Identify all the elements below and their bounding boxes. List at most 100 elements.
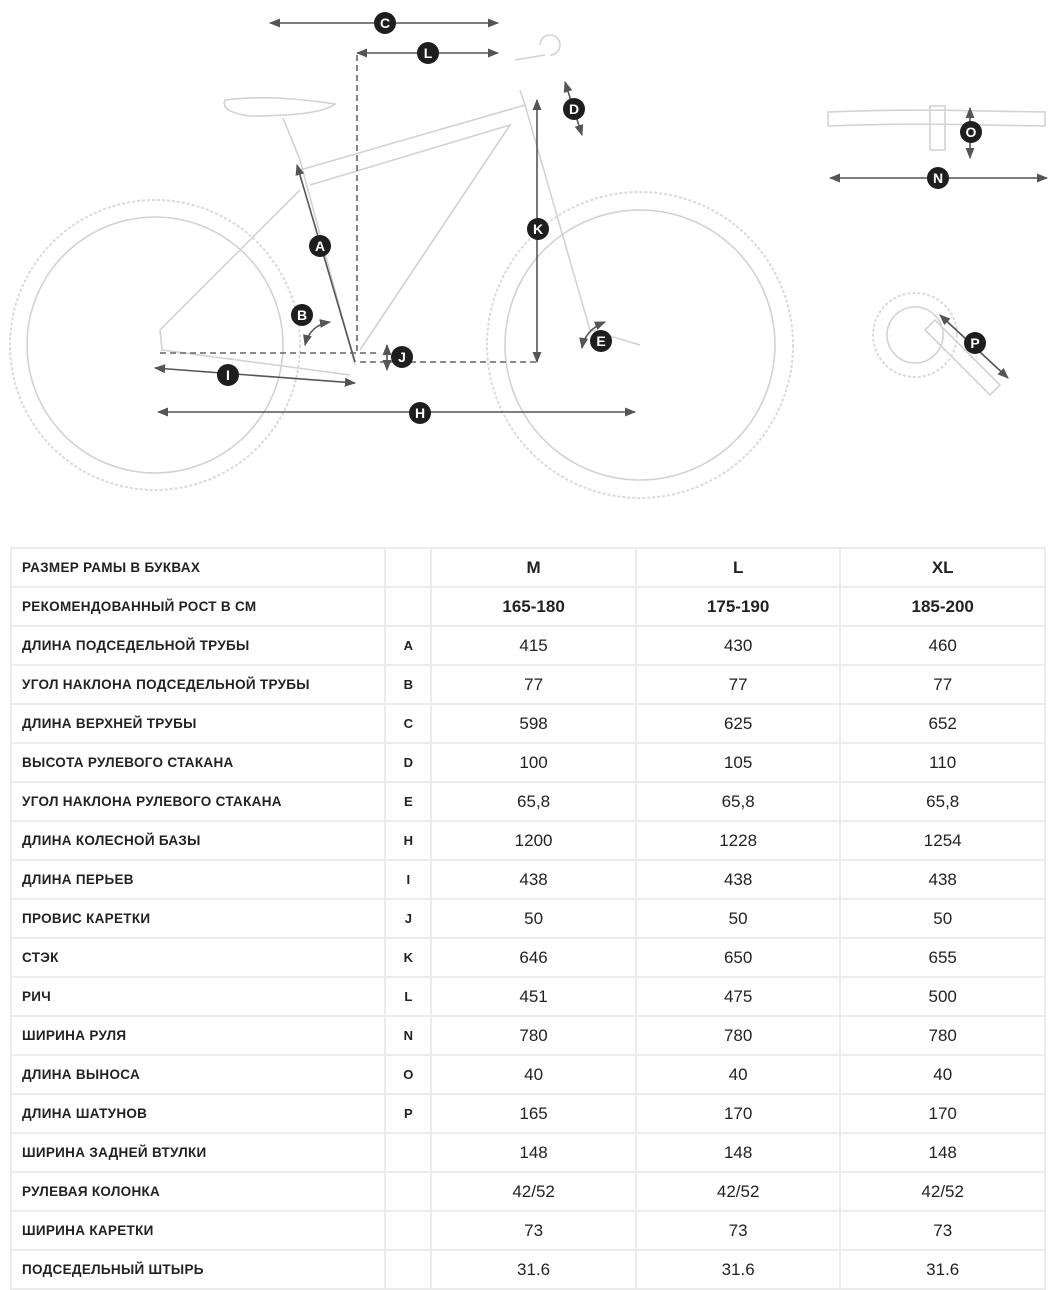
value-m: 165-180 [430,586,637,627]
value-l: 73 [634,1210,842,1251]
value-xl: 65,8 [839,781,1046,822]
row-label: СТЭК [9,937,387,978]
value-m: 40 [430,1054,637,1095]
table-row: ШИРИНА РУЛЯ N 780 780 780 [9,1015,1046,1056]
row-label: ШИРИНА ЗАДНЕЙ ВТУЛКИ [9,1132,387,1173]
svg-text:K: K [533,221,543,237]
value-l: L [634,547,842,588]
value-xl: 438 [839,859,1046,900]
table-row: СТЭК K 646 650 655 [9,937,1046,978]
value-m: 780 [430,1015,637,1056]
row-label: РИЧ [9,976,387,1017]
row-letter [384,1132,433,1173]
value-xl: 460 [839,625,1046,666]
value-l: 1228 [634,820,842,861]
value-m: 1200 [430,820,637,861]
svg-text:P: P [970,335,979,351]
row-label: ШИРИНА КАРЕТКИ [9,1210,387,1251]
value-m: 165 [430,1093,637,1134]
value-xl: 148 [839,1132,1046,1173]
table-row: РУЛЕВАЯ КОЛОНКА 42/52 42/52 42/52 [9,1171,1046,1212]
value-m: 50 [430,898,637,939]
table-row: УГОЛ НАКЛОНА ПОДСЕДЕЛЬНОЙ ТРУБЫ B 77 77 77 [9,664,1046,705]
row-label: ВЫСОТА РУЛЕВОГО СТАКАНА [9,742,387,783]
svg-text:E: E [596,333,605,349]
table-row: РАЗМЕР РАМЫ В БУКВАХ M L XL [9,547,1046,588]
value-m: 77 [430,664,637,705]
row-letter: B [384,664,433,705]
svg-text:L: L [424,45,433,61]
row-letter: E [384,781,433,822]
svg-text:N: N [933,170,943,186]
row-letter: J [384,898,433,939]
table-row: РЕКОМЕНДОВАННЫЙ РОСТ В СМ 165-180 175-190 1… [9,586,1046,627]
marker-c: C [374,12,396,34]
marker-i: I [217,364,239,386]
row-label: ДЛИНА КОЛЕСНОЙ БАЗЫ [9,820,387,861]
value-xl: 77 [839,664,1046,705]
table-row: РИЧ L 451 475 500 [9,976,1046,1017]
marker-b: B [291,304,313,326]
table-row: ДЛИНА ПОДСЕДЕЛЬНОЙ ТРУБЫ A 415 430 460 [9,625,1046,666]
row-label: ДЛИНА ВЫНОСА [9,1054,387,1095]
row-letter [384,586,433,627]
table-row: ПОДСЕДЕЛЬНЫЙ ШТЫРЬ 31.6 31.6 31.6 [9,1249,1046,1290]
row-label: ДЛИНА ПЕРЬЕВ [9,859,387,900]
row-letter [384,547,433,588]
value-l: 105 [634,742,842,783]
value-xl: 780 [839,1015,1046,1056]
value-l: 438 [634,859,842,900]
row-label: УГОЛ НАКЛОНА РУЛЕВОГО СТАКАНА [9,781,387,822]
table-row: УГОЛ НАКЛОНА РУЛЕВОГО СТАКАНА E 65,8 65,8 65… [9,781,1046,822]
value-l: 42/52 [634,1171,842,1212]
row-letter: I [384,859,433,900]
value-xl: 185-200 [839,586,1046,627]
row-letter [384,1249,433,1290]
table-row: ДЛИНА ВЫНОСА O 40 40 40 [9,1054,1046,1095]
marker-h: H [409,402,431,424]
value-xl: 1254 [839,820,1046,861]
svg-text:O: O [966,124,977,140]
svg-text:H: H [415,405,425,421]
table-row: ДЛИНА ВЕРХНЕЙ ТРУБЫ C 598 625 652 [9,703,1046,744]
value-l: 625 [634,703,842,744]
value-l: 430 [634,625,842,666]
value-m: 42/52 [430,1171,637,1212]
value-xl: 170 [839,1093,1046,1134]
value-xl: 655 [839,937,1046,978]
value-m: 100 [430,742,637,783]
row-label: ДЛИНА ПОДСЕДЕЛЬНОЙ ТРУБЫ [9,625,387,666]
value-l: 77 [634,664,842,705]
value-l: 65,8 [634,781,842,822]
row-label: ДЛИНА ШАТУНОВ [9,1093,387,1134]
value-m: 415 [430,625,637,666]
row-letter [384,1210,433,1251]
marker-j: J [391,346,413,368]
marker-d: D [563,98,585,120]
value-xl: 500 [839,976,1046,1017]
value-m: 148 [430,1132,637,1173]
svg-text:A: A [315,238,325,254]
svg-text:I: I [226,367,230,383]
value-m: M [430,547,637,588]
value-m: 451 [430,976,637,1017]
value-xl: XL [839,547,1046,588]
row-label: ПОДСЕДЕЛЬНЫЙ ШТЫРЬ [9,1249,387,1290]
table-row: ПРОВИС КАРЕТКИ J 50 50 50 [9,898,1046,939]
row-letter: P [384,1093,433,1134]
value-l: 31.6 [634,1249,842,1290]
value-xl: 110 [839,742,1046,783]
row-label: УГОЛ НАКЛОНА ПОДСЕДЕЛЬНОЙ ТРУБЫ [9,664,387,705]
table-row: ДЛИНА КОЛЕСНОЙ БАЗЫ H 1200 1228 1254 [9,820,1046,861]
table-row: ШИРИНА ЗАДНЕЙ ВТУЛКИ 148 148 148 [9,1132,1046,1173]
value-m: 646 [430,937,637,978]
row-letter: H [384,820,433,861]
row-letter: O [384,1054,433,1095]
row-letter: A [384,625,433,666]
value-l: 170 [634,1093,842,1134]
table-row: ШИРИНА КАРЕТКИ 73 73 73 [9,1210,1046,1251]
value-m: 31.6 [430,1249,637,1290]
table-row: ДЛИНА ПЕРЬЕВ I 438 438 438 [9,859,1046,900]
marker-e: E [590,330,612,352]
row-label: РАЗМЕР РАМЫ В БУКВАХ [9,547,387,588]
